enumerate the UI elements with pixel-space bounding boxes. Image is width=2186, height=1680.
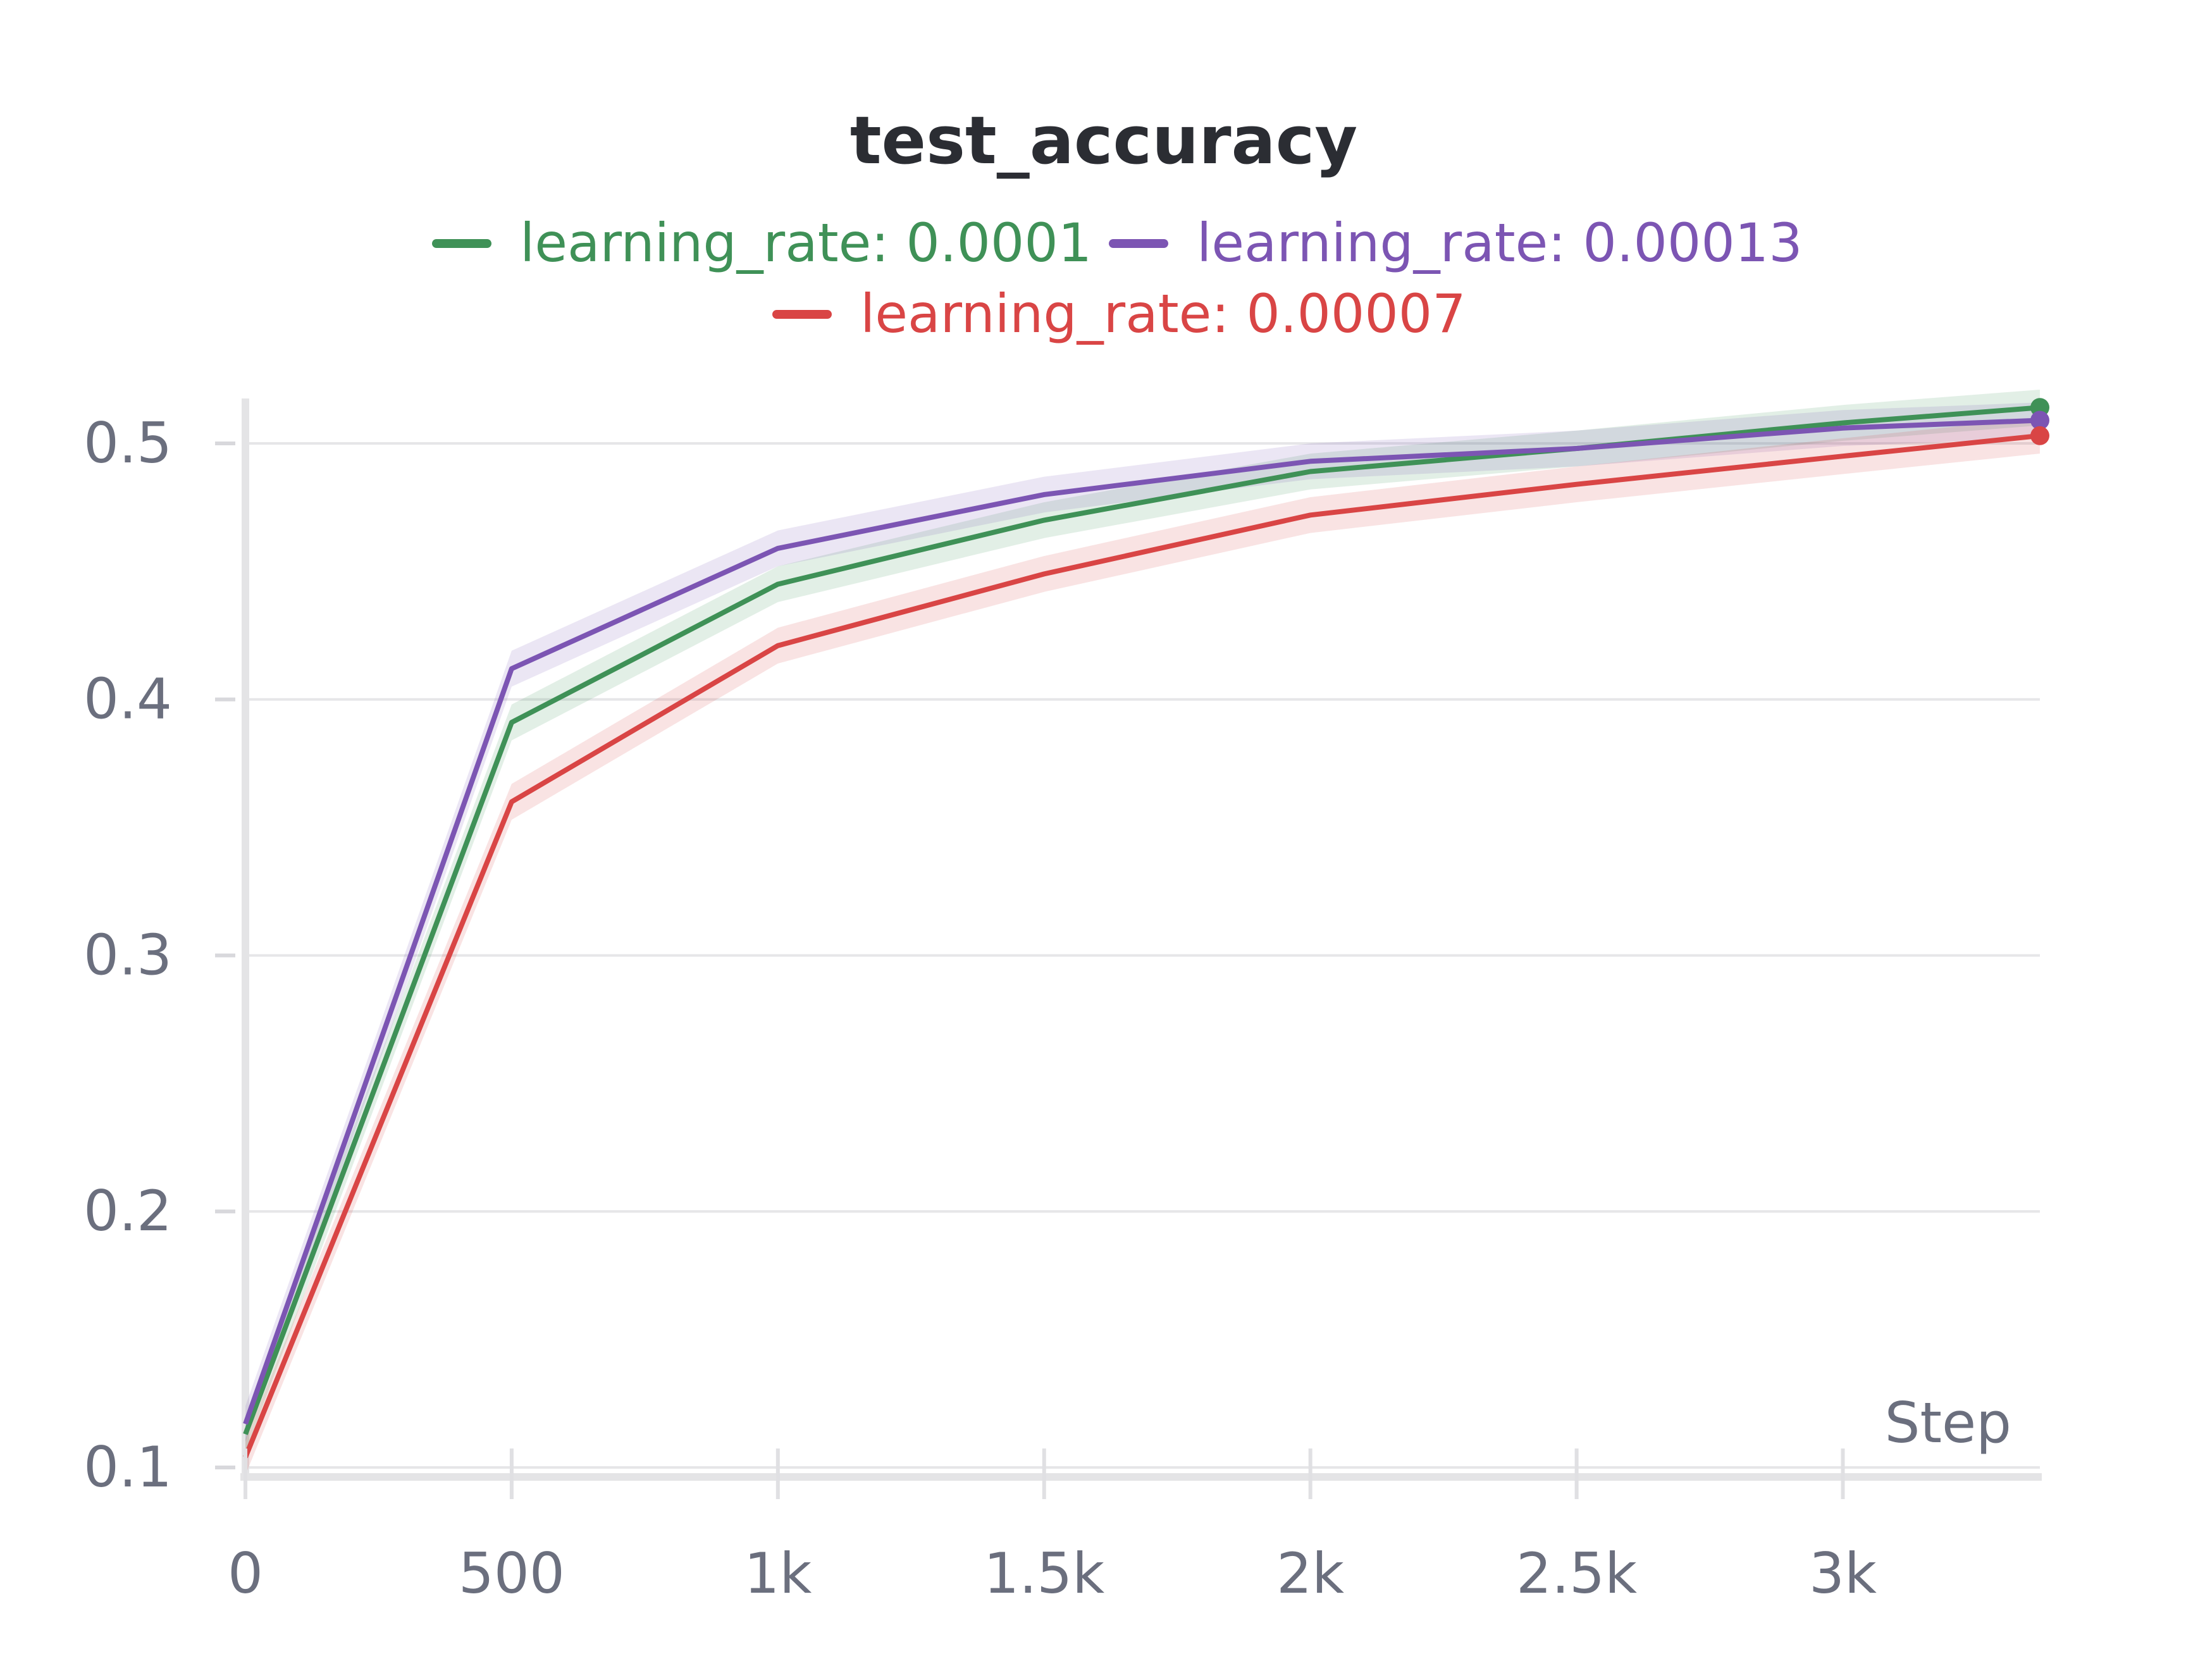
series-end-point-2	[2030, 426, 2049, 445]
axes	[240, 398, 2042, 1481]
series-end-point-1	[2030, 411, 2049, 430]
legend: learning_rate: 0.0001 learning_rate: 0.00…	[432, 212, 1803, 345]
confidence-bands	[245, 390, 2040, 1476]
x-tick-label: 1k	[744, 1541, 812, 1606]
legend-label-2: learning_rate: 0.00007	[860, 283, 1466, 345]
x-tick-label: 3k	[1809, 1541, 1877, 1606]
y-tick-label: 0.2	[83, 1178, 172, 1244]
legend-label-1: learning_rate: 0.00013	[1197, 212, 1803, 274]
y-tick-label: 0.1	[83, 1435, 172, 1500]
chart-title: test_accuracy	[850, 102, 1357, 179]
x-axis-ticks: 0 500 1k 1.5k 2k 2.5k 3k	[228, 1448, 1877, 1606]
series-band-2	[245, 417, 2040, 1476]
x-tick-label: 0	[228, 1541, 263, 1606]
x-tick-label: 2.5k	[1516, 1541, 1637, 1606]
series-line-2	[243, 433, 2041, 1459]
x-axis-label: Step	[1885, 1390, 2011, 1455]
x-tick-label: 500	[459, 1541, 565, 1606]
legend-label-0: learning_rate: 0.0001	[520, 212, 1092, 274]
y-axis-ticks: 0.1 0.2 0.3 0.4 0.5	[83, 411, 235, 1500]
x-tick-label: 2k	[1276, 1541, 1344, 1606]
series-line-1	[243, 417, 2041, 1425]
x-tick-label: 1.5k	[984, 1541, 1104, 1606]
y-tick-label: 0.4	[83, 667, 172, 732]
series-lines	[243, 405, 2041, 1459]
y-tick-label: 0.3	[83, 922, 172, 987]
grid-lines	[245, 442, 2040, 1469]
y-tick-label: 0.5	[83, 411, 172, 476]
series-line-0	[243, 405, 2041, 1435]
series-end-points	[2030, 398, 2049, 445]
